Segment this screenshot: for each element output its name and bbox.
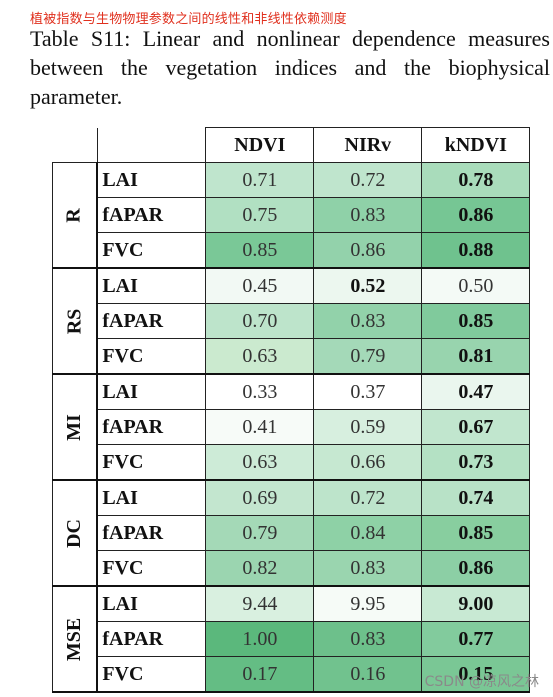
- table-row: FVC 0.63 0.66 0.73: [53, 444, 531, 481]
- parameter-label: fAPAR: [96, 621, 207, 657]
- group-label: MSE: [52, 585, 99, 693]
- table-row: DC LAI 0.69 0.72 0.74: [52, 479, 531, 587]
- parameter-label: FVC: [96, 656, 207, 693]
- value-cell: 0.84: [313, 515, 423, 551]
- value-cell: 0.50: [421, 267, 531, 304]
- parameter-label: fAPAR: [96, 197, 207, 233]
- table-row: FVC 0.85 0.86 0.88: [53, 232, 531, 269]
- column-header-kndvi: kNDVI: [421, 127, 531, 163]
- value-cell: 0.41: [205, 409, 315, 445]
- table-row: FVC 0.17 0.16 0.15: [53, 656, 531, 693]
- table-row: MSE LAI 9.44 9.95 9.00: [52, 585, 531, 693]
- value-cell: 0.66: [313, 444, 423, 481]
- group-label: RS: [52, 267, 99, 375]
- table-caption: Table S11: Linear and nonlinear dependen…: [30, 26, 550, 109]
- parameter-label: LAI: [96, 585, 207, 622]
- value-cell: 0.78: [421, 162, 531, 198]
- parameter-label: FVC: [96, 550, 207, 587]
- group-label-text: MSE: [63, 617, 86, 661]
- value-cell: 0.79: [313, 338, 423, 375]
- value-cell: 0.85: [421, 303, 531, 339]
- value-cell: 0.71: [205, 162, 315, 198]
- table-row: fAPAR 1.00 0.83 0.77: [53, 621, 531, 657]
- value-cell: 0.45: [205, 267, 315, 304]
- value-cell: 1.00: [205, 621, 315, 657]
- value-cell: 0.86: [313, 232, 423, 269]
- value-cell: 0.63: [205, 338, 315, 375]
- value-cell: 0.86: [421, 550, 531, 587]
- group-label-text: DC: [63, 518, 86, 548]
- value-cell: 0.85: [421, 515, 531, 551]
- watermark: CSDN @凉风之林: [424, 674, 539, 690]
- table-row: fAPAR 0.41 0.59 0.67: [53, 409, 531, 445]
- value-cell: 0.79: [205, 515, 315, 551]
- value-cell: 0.63: [205, 444, 315, 481]
- parameter-label: FVC: [96, 232, 207, 269]
- corner-cell: [97, 127, 207, 163]
- group-label: R: [52, 162, 99, 269]
- value-cell: 0.67: [421, 409, 531, 445]
- value-cell: 0.75: [205, 197, 315, 233]
- parameter-label: fAPAR: [96, 409, 207, 445]
- table-row: fAPAR 0.75 0.83 0.86: [53, 197, 531, 233]
- value-cell: 0.59: [313, 409, 423, 445]
- group-label: MI: [52, 373, 99, 481]
- value-cell: 0.37: [313, 373, 423, 410]
- dependence-table: NDVI NIRv kNDVI R LAI 0.71 0.72 0.78 fAPAR 0.7…: [52, 127, 531, 693]
- value-cell: 0.85: [205, 232, 315, 269]
- table-row: fAPAR 0.70 0.83 0.85: [53, 303, 531, 339]
- value-cell: 9.00: [421, 585, 531, 622]
- parameter-label: FVC: [96, 338, 207, 375]
- value-cell: 0.69: [205, 479, 315, 516]
- table-row: R LAI 0.71 0.72 0.78: [52, 162, 531, 269]
- value-cell: 0.82: [205, 550, 315, 587]
- value-cell: 0.86: [421, 197, 531, 233]
- value-cell: 0.81: [421, 338, 531, 375]
- group-label-text: RS: [63, 308, 86, 334]
- value-cell: 0.52: [313, 267, 423, 304]
- header-row: NDVI NIRv kNDVI: [52, 127, 531, 163]
- table-row: MI LAI 0.33 0.37 0.47: [52, 373, 531, 481]
- value-cell: 0.83: [313, 621, 423, 657]
- value-cell: 0.33: [205, 373, 315, 410]
- group-label: DC: [52, 479, 99, 587]
- value-cell: 0.83: [313, 303, 423, 339]
- value-cell: 0.74: [421, 479, 531, 516]
- value-cell: 0.70: [205, 303, 315, 339]
- value-cell: 0.47: [421, 373, 531, 410]
- value-cell: 0.73: [421, 444, 531, 481]
- table-row: FVC 0.63 0.79 0.81: [53, 338, 531, 375]
- column-header-nirv: NIRv: [313, 127, 423, 163]
- group-label-text: R: [63, 207, 86, 223]
- parameter-label: FVC: [96, 444, 207, 481]
- column-header-ndvi: NDVI: [205, 127, 315, 163]
- value-cell: 0.72: [313, 479, 423, 516]
- corner-cell: [52, 127, 98, 163]
- parameter-label: LAI: [96, 162, 207, 198]
- chinese-title: 植被指数与生物物理参数之间的线性和非线性依赖测度: [30, 12, 347, 27]
- parameter-label: LAI: [96, 267, 207, 304]
- group-label-text: MI: [63, 413, 86, 441]
- parameter-label: fAPAR: [96, 303, 207, 339]
- parameter-label: fAPAR: [96, 515, 207, 551]
- table-row: FVC 0.82 0.83 0.86: [53, 550, 531, 587]
- value-cell: 0.72: [313, 162, 423, 198]
- value-cell: 0.77: [421, 621, 531, 657]
- parameter-label: LAI: [96, 479, 207, 516]
- value-cell: 0.83: [313, 197, 423, 233]
- value-cell: 0.15: [421, 656, 531, 693]
- value-cell: 0.83: [313, 550, 423, 587]
- value-cell: 9.44: [205, 585, 315, 622]
- table-row: RS LAI 0.45 0.52 0.50: [52, 267, 531, 375]
- value-cell: 0.16: [313, 656, 423, 693]
- value-cell: 9.95: [313, 585, 423, 622]
- value-cell: 0.17: [205, 656, 315, 693]
- value-cell: 0.88: [421, 232, 531, 269]
- table-row: fAPAR 0.79 0.84 0.85: [53, 515, 531, 551]
- parameter-label: LAI: [96, 373, 207, 410]
